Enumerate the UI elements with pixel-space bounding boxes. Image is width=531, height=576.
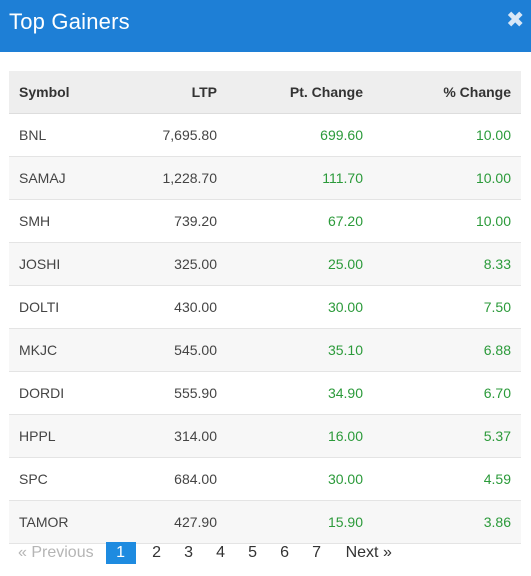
ltp-cell: 7,695.80 — [162, 126, 218, 143]
column-header-pt-change[interactable]: Pt. Change — [227, 71, 373, 114]
symbol-cell: HPPL — [19, 427, 56, 444]
modal-title: Top Gainers — [9, 9, 130, 34]
symbol-cell: BNL — [19, 126, 47, 143]
pct-change-cell: 10.00 — [475, 212, 511, 229]
gainers-table: Symbol LTP Pt. Change % Change BNL 7,695… — [9, 71, 521, 544]
page-2-button[interactable]: 2 — [152, 544, 162, 561]
symbol-cell: TAMOR — [19, 513, 69, 530]
ltp-cell: 325.00 — [174, 255, 217, 272]
page-6-button[interactable]: 6 — [280, 544, 290, 561]
ltp-cell: 555.90 — [174, 384, 217, 401]
page-3-button[interactable]: 3 — [184, 544, 194, 561]
pct-change-cell: 4.59 — [483, 470, 511, 487]
pct-change-cell: 10.00 — [475, 169, 511, 186]
column-header-ltp[interactable]: LTP — [129, 71, 227, 114]
table-header-row: Symbol LTP Pt. Change % Change — [9, 71, 521, 114]
table-row: JOSHI 325.00 25.00 8.33 — [9, 242, 521, 285]
pct-change-cell: 7.50 — [483, 298, 511, 315]
pt-change-cell: 30.00 — [327, 470, 363, 487]
pct-change-cell: 3.86 — [483, 513, 511, 530]
table-row: SMH 739.20 67.20 10.00 — [9, 199, 521, 242]
page-5-button[interactable]: 5 — [248, 544, 258, 561]
symbol-cell: SPC — [19, 470, 48, 487]
pt-change-cell: 34.90 — [327, 384, 363, 401]
pct-change-cell: 6.70 — [483, 384, 511, 401]
table-row: BNL 7,695.80 699.60 10.00 — [9, 113, 521, 156]
next-page-button[interactable]: Next » — [345, 544, 392, 561]
pt-change-cell: 111.70 — [322, 169, 363, 186]
modal-header: Top Gainers ✖ — [0, 0, 531, 52]
page-4-button[interactable]: 4 — [216, 544, 226, 561]
pt-change-cell: 699.60 — [320, 126, 363, 143]
pt-change-cell: 15.90 — [327, 513, 363, 530]
symbol-cell: SMH — [19, 212, 51, 229]
ltp-cell: 427.90 — [174, 513, 217, 530]
ltp-cell: 314.00 — [174, 427, 217, 444]
ltp-cell: 1,228.70 — [162, 169, 218, 186]
table-row: DORDI 555.90 34.90 6.70 — [9, 371, 521, 414]
symbol-cell: JOSHI — [19, 255, 61, 272]
ltp-cell: 545.00 — [174, 341, 217, 358]
ltp-cell: 739.20 — [174, 212, 217, 229]
table-row: SPC 684.00 30.00 4.59 — [9, 457, 521, 500]
pct-change-cell: 5.37 — [483, 427, 511, 444]
pt-change-cell: 16.00 — [327, 427, 363, 444]
page-7-button[interactable]: 7 — [312, 544, 322, 561]
table-row: TAMOR 427.90 15.90 3.86 — [9, 500, 521, 543]
pagination: « Previous 1 2 3 4 5 6 7 Next » — [18, 540, 392, 566]
ltp-cell: 684.00 — [174, 470, 217, 487]
close-icon[interactable]: ✖ — [506, 7, 525, 32]
table-row: DOLTI 430.00 30.00 7.50 — [9, 285, 521, 328]
column-header-pct-change[interactable]: % Change — [373, 71, 521, 114]
symbol-cell: MKJC — [19, 341, 58, 358]
pct-change-cell: 8.33 — [483, 255, 511, 272]
table-row: SAMAJ 1,228.70 111.70 10.00 — [9, 156, 521, 199]
ltp-cell: 430.00 — [174, 298, 217, 315]
pt-change-cell: 67.20 — [327, 212, 363, 229]
symbol-cell: DOLTI — [19, 298, 60, 315]
column-header-symbol[interactable]: Symbol — [9, 71, 129, 114]
pt-change-cell: 35.10 — [327, 341, 363, 358]
table-row: MKJC 545.00 35.10 6.88 — [9, 328, 521, 371]
pct-change-cell: 10.00 — [475, 126, 511, 143]
gainers-table-wrapper: Symbol LTP Pt. Change % Change BNL 7,695… — [9, 71, 521, 544]
pt-change-cell: 30.00 — [327, 298, 363, 315]
pct-change-cell: 6.88 — [483, 341, 511, 358]
pt-change-cell: 25.00 — [327, 255, 363, 272]
symbol-cell: SAMAJ — [19, 169, 66, 186]
page-1-button[interactable]: 1 — [105, 542, 136, 564]
previous-page-button[interactable]: « Previous — [18, 544, 94, 561]
symbol-cell: DORDI — [19, 384, 65, 401]
table-row: HPPL 314.00 16.00 5.37 — [9, 414, 521, 457]
